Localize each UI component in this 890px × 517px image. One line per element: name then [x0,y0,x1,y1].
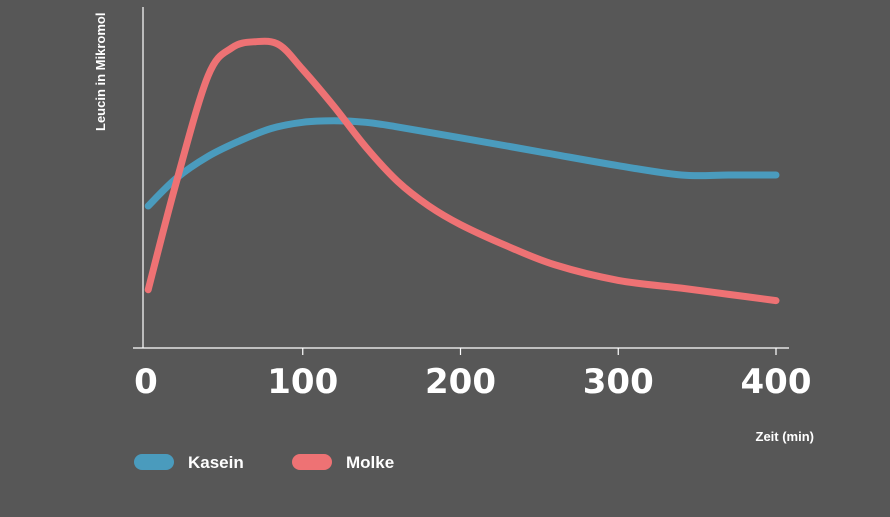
x-tick-label-200: 200 [425,362,496,402]
x-tick-label-0: 0 [134,362,158,402]
series-line-kasein [144,117,780,210]
legend-label-kasein: Kasein [188,453,244,472]
y-axis-label: Leucin in Mikromol [93,13,108,131]
x-axis-ticks: 0 100 200 300 400 [134,348,811,402]
legend: Kasein Molke [134,453,394,472]
legend-swatch-kasein [134,454,174,470]
x-tick-label-100: 100 [267,362,338,402]
x-tick-label-300: 300 [583,362,654,402]
legend-swatch-molke [292,454,332,470]
x-tick-label-400: 400 [741,362,812,402]
series-line-molke [144,37,780,305]
legend-label-molke: Molke [346,453,394,472]
x-axis-label: Zeit (min) [756,429,815,444]
series-lines [144,37,780,305]
